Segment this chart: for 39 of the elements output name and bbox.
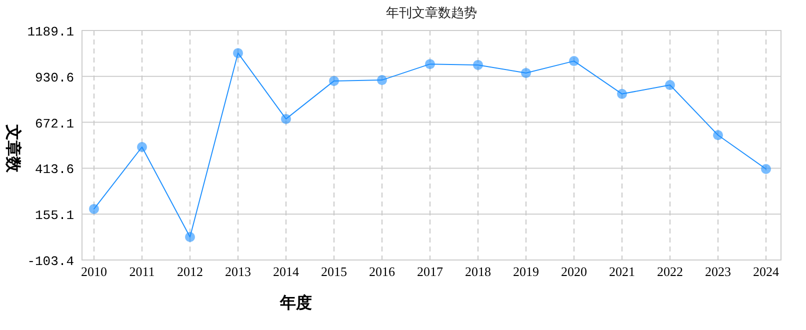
x-tick-label: 2012	[177, 264, 203, 279]
point	[521, 68, 531, 78]
point	[425, 59, 435, 70]
x-tick-label: 2021	[609, 264, 635, 279]
point	[137, 142, 147, 152]
y-tick-label: 1189.1	[27, 24, 74, 40]
y-axis-title: 文章数	[4, 123, 22, 174]
x-tick-label: 2019	[513, 264, 539, 279]
x-tick-label: 2017	[417, 264, 444, 279]
y-tick-label: 413.6	[34, 162, 74, 178]
y-tick-label: -103.4	[27, 254, 74, 269]
point	[377, 75, 387, 86]
point	[329, 76, 339, 86]
x-tick-label: 2015	[321, 264, 347, 279]
point	[761, 164, 771, 174]
point	[281, 114, 291, 124]
y-tick-label: 930.6	[34, 70, 74, 86]
x-tick-label: 2014	[273, 264, 300, 279]
y-tick-label: 155.1	[34, 208, 74, 224]
point	[473, 60, 483, 70]
x-axis-title: 年度	[279, 293, 312, 312]
point	[569, 56, 579, 66]
y-tick-label: 672.1	[34, 116, 74, 132]
point	[185, 232, 195, 242]
point	[617, 88, 627, 99]
x-tick-label: 2023	[705, 264, 731, 279]
point	[713, 130, 723, 140]
x-tick-label: 2022	[657, 264, 683, 279]
x-tick-label: 2010	[81, 264, 107, 279]
point	[89, 204, 99, 214]
x-tick-label: 2013	[225, 264, 251, 279]
x-tick-label: 2024	[753, 264, 780, 279]
point	[233, 48, 243, 58]
chart-title: 年刊文章数趋势	[386, 5, 477, 20]
x-tick-label: 2011	[129, 264, 155, 279]
x-tick-label: 2020	[561, 264, 587, 279]
x-tick-label: 2018	[465, 264, 491, 279]
point	[665, 80, 675, 90]
x-tick-label: 2016	[369, 264, 396, 279]
